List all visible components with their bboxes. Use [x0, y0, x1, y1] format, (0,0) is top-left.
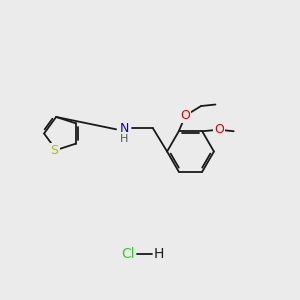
Text: H: H: [154, 247, 164, 260]
Text: Cl: Cl: [122, 247, 135, 260]
Text: S: S: [51, 143, 58, 157]
Text: O: O: [214, 123, 224, 136]
Text: N: N: [120, 122, 129, 135]
Text: H: H: [120, 134, 129, 144]
Text: O: O: [181, 109, 190, 122]
